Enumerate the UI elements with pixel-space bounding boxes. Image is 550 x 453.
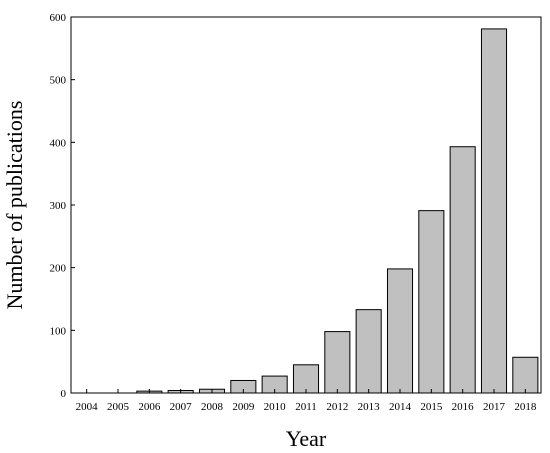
y-tick-label: 200 [50,263,67,275]
x-tick-label: 2006 [138,401,161,413]
bar-2018 [512,356,539,394]
bar-2016 [449,146,476,394]
bar-2012 [324,331,351,394]
y-tick-label: 400 [50,137,67,149]
y-tick-label: 300 [50,200,67,212]
x-tick-label: 2012 [326,401,348,413]
x-tick-label: 2005 [107,401,130,413]
bar-2013 [355,309,382,394]
y-tick-label: 100 [50,325,67,337]
x-tick-label: 2018 [514,401,537,413]
x-tick-label: 2013 [358,401,381,413]
bar-2014 [386,268,414,394]
y-axis-title: Number of publications [2,101,27,310]
x-axis: 2004 2005 2006 2007 2008 2009 2010 2011 2012 2013… [76,389,537,413]
x-tick-label: 2015 [420,401,443,413]
x-tick-label: 2017 [483,401,506,413]
y-tick-label: 0 [61,388,67,400]
x-axis-title: Year [286,426,327,451]
bar-2015 [418,210,445,394]
bar-2017 [480,28,508,394]
x-tick-label: 2009 [232,401,255,413]
x-tick-label: 2007 [170,401,193,413]
bars-group [136,28,539,394]
x-tick-label: 2008 [201,401,224,413]
x-tick-label: 2004 [76,401,99,413]
bar-2011 [292,364,320,394]
y-tick-label: 600 [50,12,67,24]
x-tick-label: 2011 [295,401,317,413]
x-tick-label: 2016 [452,401,475,413]
x-tick-label: 2010 [264,401,287,413]
x-tick-label: 2014 [389,401,412,413]
y-axis: 0 100 200 300 400 500 600 [50,12,75,400]
y-tick-label: 500 [50,75,67,87]
